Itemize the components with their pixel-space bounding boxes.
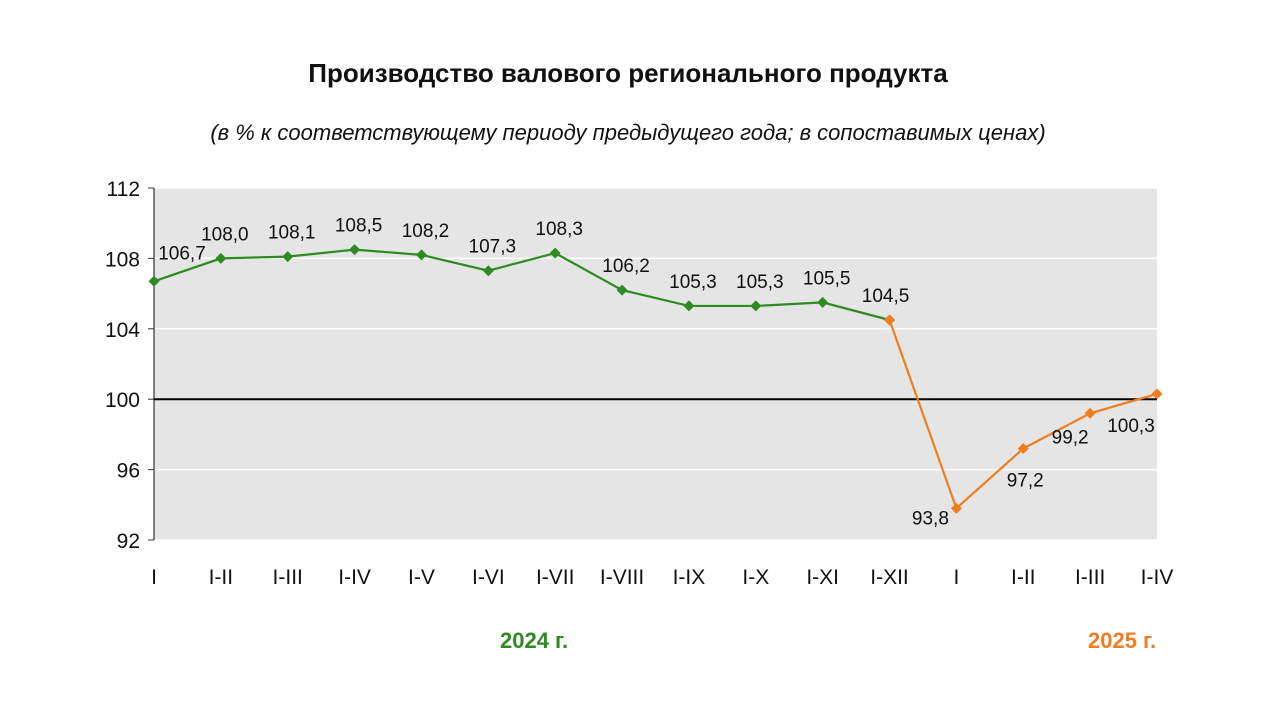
- data-point-marker: [549, 247, 561, 259]
- x-tick-label: I: [151, 566, 157, 589]
- x-tick-label: I-VI: [472, 566, 505, 589]
- data-label: 108,5: [335, 216, 383, 237]
- x-tick-label: I-VII: [536, 566, 575, 589]
- data-point-marker: [683, 300, 695, 312]
- data-point-marker: [1084, 407, 1096, 419]
- y-tick-label: 108: [105, 248, 140, 271]
- data-point-marker: [349, 244, 361, 256]
- plot-area: [154, 188, 1157, 540]
- data-point-marker: [950, 502, 962, 514]
- x-tick-label: I-III: [273, 566, 303, 589]
- y-tick-label: 100: [105, 389, 140, 412]
- x-tick-label: I-IX: [673, 566, 706, 589]
- x-tick-label: I-IV: [338, 566, 371, 589]
- data-point-marker: [1151, 388, 1163, 400]
- series-line-0: [153, 248, 890, 322]
- year-label-2024: 2024 г.: [500, 628, 569, 653]
- x-tick-label: I-II: [1011, 566, 1036, 589]
- data-point-marker: [1017, 442, 1029, 454]
- data-label: 93,8: [912, 508, 949, 529]
- data-label: 106,2: [602, 256, 650, 277]
- data-label: 107,3: [469, 237, 517, 258]
- data-point-marker: [750, 300, 762, 312]
- chart-title: Производство валового регионального прод…: [308, 58, 948, 88]
- y-tick-label: 92: [117, 530, 140, 553]
- data-label: 108,1: [268, 223, 316, 244]
- data-point-marker: [282, 251, 294, 263]
- x-tick-label: I-III: [1075, 566, 1105, 589]
- data-point-marker: [884, 314, 896, 326]
- data-label: 105,5: [803, 268, 851, 289]
- x-tick-label: I-XII: [870, 566, 909, 589]
- x-tick-label: I-X: [742, 566, 769, 589]
- data-point-marker: [817, 296, 829, 308]
- year-label-2025: 2025 г.: [1088, 628, 1157, 653]
- data-label: 104,5: [862, 286, 910, 307]
- gridlines: [154, 187, 1157, 541]
- data-point-marker: [482, 265, 494, 277]
- series-group: [148, 244, 1163, 514]
- y-tick-label: 112: [107, 178, 140, 201]
- x-tick-label: I: [953, 566, 959, 589]
- chart-subtitle: (в % к соответствующему периоду предыдущ…: [210, 120, 1046, 145]
- y-tick-label: 96: [117, 460, 140, 483]
- data-label: 99,2: [1052, 427, 1089, 448]
- x-tick-label: I-VIII: [600, 566, 644, 589]
- data-label: 100,3: [1107, 416, 1155, 437]
- data-point-marker: [415, 249, 427, 261]
- data-label: 105,3: [669, 272, 717, 293]
- data-label: 106,7: [158, 243, 206, 264]
- x-tick-label: I-XI: [806, 566, 839, 589]
- data-label: 108,2: [402, 221, 450, 242]
- data-label: 97,2: [1007, 470, 1044, 491]
- y-tick-label: 104: [105, 319, 140, 342]
- data-label: 108,0: [201, 224, 249, 245]
- data-point-marker: [215, 252, 227, 264]
- x-tick-label: I-II: [209, 566, 234, 589]
- data-label: 108,3: [535, 219, 583, 240]
- x-tick-label: I-V: [408, 566, 435, 589]
- data-label: 105,3: [736, 272, 784, 293]
- data-point-marker: [148, 275, 160, 287]
- x-tick-label: I-IV: [1141, 566, 1174, 589]
- data-point-marker: [616, 284, 628, 296]
